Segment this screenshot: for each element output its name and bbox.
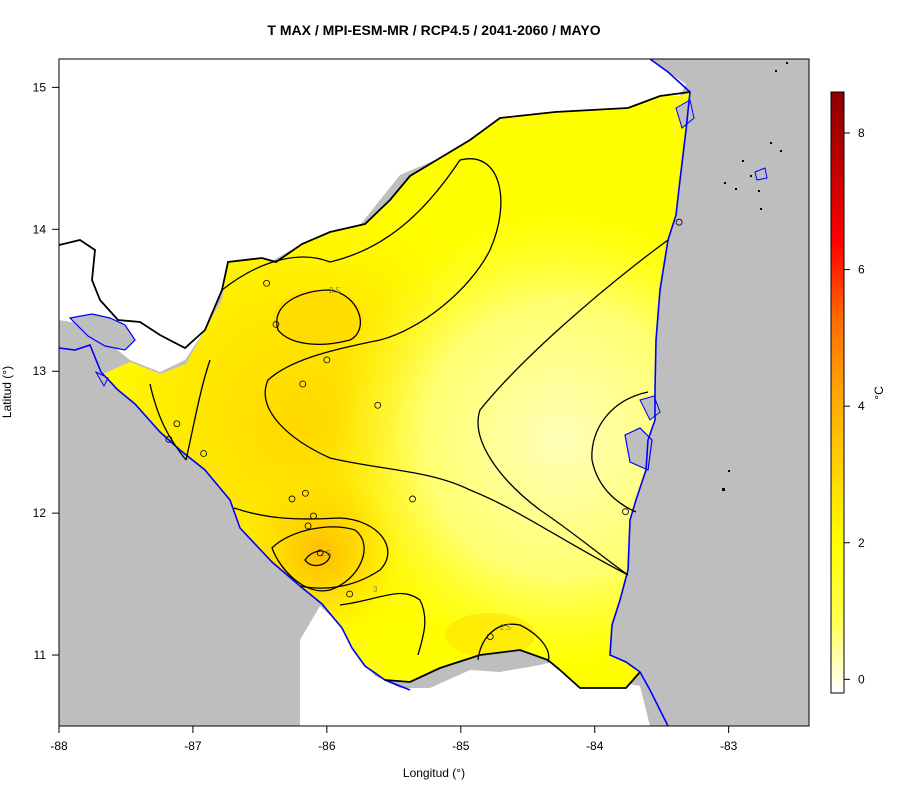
station-marker [263,279,270,287]
station-marker [409,495,416,503]
station-marker [346,590,354,598]
y-tick-label: 13 [33,364,47,378]
station-marker [304,522,312,530]
contour-label: 3 [373,585,378,594]
lake-managua [68,313,136,351]
y-tick-label: 14 [33,222,47,236]
map-title: T MAX / MPI-ESM-MR / RCP4.5 / 2041-2060 … [267,22,600,38]
x-tick-label: -86 [318,739,336,753]
y-tick-label: 12 [33,506,47,520]
x-tick-label: -85 [452,739,470,753]
colorbar: 0 2 4 6 8 °C [830,91,886,694]
station-markers [165,218,683,640]
gulf-of-fonseca [94,370,109,388]
x-axis: -88 -87 -86 -85 -84 -83 [50,725,738,753]
border-costa-rica [384,649,641,689]
y-axis: 11 12 13 14 15 [33,80,60,662]
colorbar-tick-label: 6 [858,263,865,277]
contour-lines [149,158,669,663]
y-tick-label: 15 [33,80,47,94]
station-marker [486,633,494,640]
station-marker [310,512,317,520]
x-tick-label: -87 [184,739,202,753]
station-marker [374,401,382,409]
station-marker [302,489,309,497]
x-axis-label: Longitud (°) [403,766,465,780]
station-marker [272,320,280,328]
x-tick-label: -84 [586,739,604,753]
honduras-region [59,59,686,372]
station-marker [288,495,296,503]
station-marker [173,420,181,428]
y-axis-label: Latitud (°) [0,366,14,418]
border-honduras [59,91,691,350]
lagoon-perlas [624,427,653,471]
station-marker [299,380,307,388]
colorbar-tick-label: 0 [858,672,865,686]
costa-rica-region [300,606,650,726]
colorbar-label: °C [872,386,886,400]
station-marker [323,356,331,364]
caribbean-cays [722,62,788,491]
station-marker [165,435,173,443]
contour-label: 2.5 [329,286,341,295]
lagoon-caratasca [675,99,695,129]
pacific-coastline [59,344,411,691]
caribbean-coastline [609,59,691,726]
x-tick-label: -88 [50,739,68,753]
x-tick-label: -83 [720,739,738,753]
warm-spot-north [273,290,363,346]
station-marker [200,450,208,457]
station-marker [316,549,324,557]
y-tick-label: 11 [34,648,47,662]
colorbar-scale [830,91,845,694]
contour-label: 2.5 [500,623,512,632]
colorbar-tick-label: 8 [858,126,865,140]
contour-label: 2.5 [320,549,332,558]
colorbar-tick-label: 4 [858,399,865,413]
station-marker [622,508,629,516]
colorbar-tick-label: 2 [858,536,865,550]
station-marker [675,218,683,226]
corn-island [754,167,768,181]
